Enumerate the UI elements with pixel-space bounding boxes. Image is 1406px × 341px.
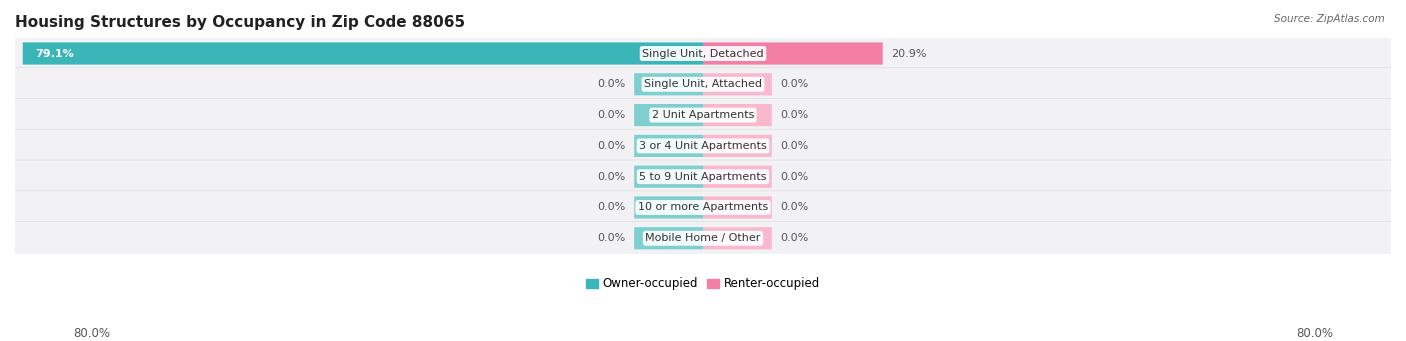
Text: Single Unit, Attached: Single Unit, Attached [644, 79, 762, 89]
FancyBboxPatch shape [703, 135, 772, 157]
FancyBboxPatch shape [14, 129, 1392, 163]
Text: Source: ZipAtlas.com: Source: ZipAtlas.com [1274, 14, 1385, 24]
FancyBboxPatch shape [14, 68, 1392, 101]
Text: 0.0%: 0.0% [598, 110, 626, 120]
Text: 80.0%: 80.0% [1296, 327, 1333, 340]
Text: 0.0%: 0.0% [598, 233, 626, 243]
FancyBboxPatch shape [14, 99, 1392, 132]
Text: 5 to 9 Unit Apartments: 5 to 9 Unit Apartments [640, 172, 766, 182]
Text: Housing Structures by Occupancy in Zip Code 88065: Housing Structures by Occupancy in Zip C… [15, 15, 465, 30]
Text: 3 or 4 Unit Apartments: 3 or 4 Unit Apartments [640, 141, 766, 151]
FancyBboxPatch shape [703, 42, 883, 64]
FancyBboxPatch shape [634, 166, 703, 188]
Text: 0.0%: 0.0% [598, 172, 626, 182]
Text: 0.0%: 0.0% [598, 141, 626, 151]
Text: 0.0%: 0.0% [780, 233, 808, 243]
Legend: Owner-occupied, Renter-occupied: Owner-occupied, Renter-occupied [581, 273, 825, 295]
Text: Single Unit, Detached: Single Unit, Detached [643, 48, 763, 59]
Text: 80.0%: 80.0% [73, 327, 110, 340]
Text: 20.9%: 20.9% [891, 48, 927, 59]
Text: 0.0%: 0.0% [780, 110, 808, 120]
FancyBboxPatch shape [703, 227, 772, 249]
FancyBboxPatch shape [14, 37, 1392, 70]
FancyBboxPatch shape [14, 160, 1392, 193]
FancyBboxPatch shape [634, 104, 703, 126]
FancyBboxPatch shape [634, 196, 703, 219]
Text: Mobile Home / Other: Mobile Home / Other [645, 233, 761, 243]
Text: 0.0%: 0.0% [598, 203, 626, 212]
FancyBboxPatch shape [634, 227, 703, 249]
Text: 0.0%: 0.0% [780, 79, 808, 89]
FancyBboxPatch shape [703, 166, 772, 188]
Text: 0.0%: 0.0% [780, 141, 808, 151]
FancyBboxPatch shape [14, 222, 1392, 255]
Text: 10 or more Apartments: 10 or more Apartments [638, 203, 768, 212]
FancyBboxPatch shape [634, 135, 703, 157]
Text: 0.0%: 0.0% [598, 79, 626, 89]
FancyBboxPatch shape [703, 104, 772, 126]
FancyBboxPatch shape [634, 73, 703, 95]
Text: 79.1%: 79.1% [35, 48, 75, 59]
Text: 0.0%: 0.0% [780, 203, 808, 212]
FancyBboxPatch shape [703, 73, 772, 95]
Text: 0.0%: 0.0% [780, 172, 808, 182]
FancyBboxPatch shape [703, 196, 772, 219]
FancyBboxPatch shape [22, 42, 703, 64]
Text: 2 Unit Apartments: 2 Unit Apartments [652, 110, 754, 120]
FancyBboxPatch shape [14, 191, 1392, 224]
